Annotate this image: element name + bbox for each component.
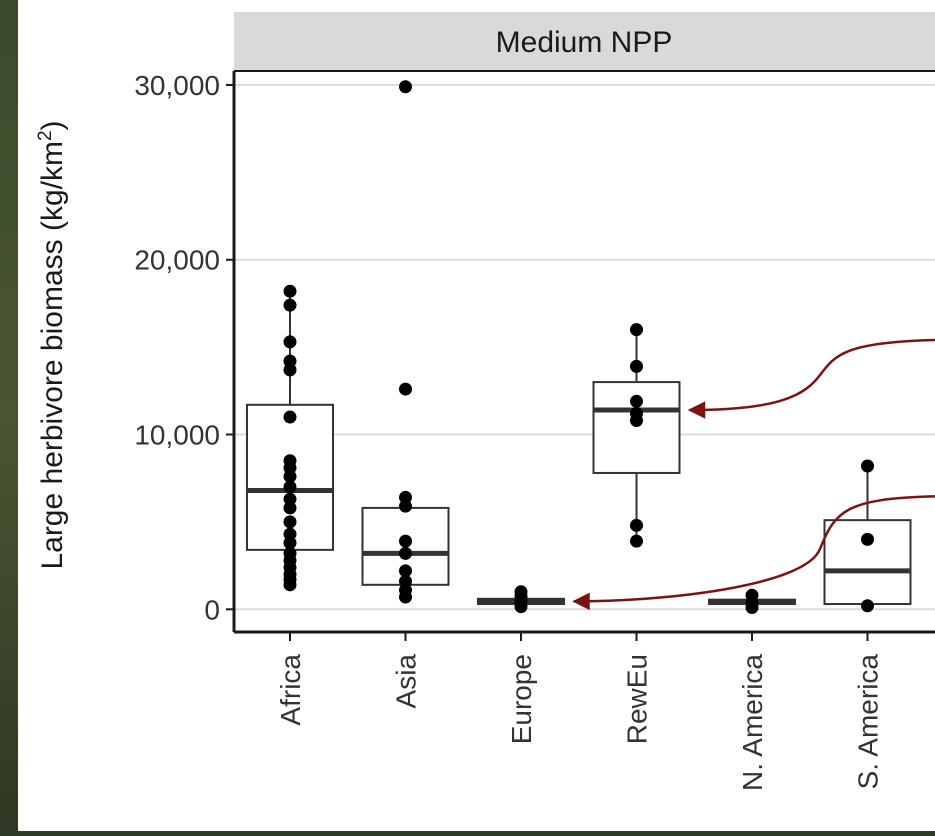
data-point [630,535,643,548]
y-axis-label-text: Large herbivore biomass (kg/km [36,141,69,570]
y-tick-label: 10,000 [134,420,220,451]
data-point [399,564,412,577]
data-point [284,335,297,348]
x-tick-label: Asia [391,654,422,709]
data-point [630,360,643,373]
data-point [861,459,874,472]
chart-panel-background [18,0,935,831]
data-point [284,285,297,298]
data-point [399,535,412,548]
data-point [861,533,874,546]
data-point [284,411,297,424]
data-point [630,395,643,408]
y-axis-label-superscript: 2 [35,130,56,141]
data-point [861,599,874,612]
data-point [284,299,297,312]
y-tick-label: 0 [204,594,220,625]
data-point [284,454,297,467]
data-point [630,323,643,336]
x-tick-label: Europe [506,654,537,744]
y-tick-label: 20,000 [134,245,220,276]
data-point [399,547,412,560]
data-point [284,528,297,541]
x-tick-label: S. America [853,654,884,790]
facet-strip-label: Medium NPP [496,26,673,59]
y-tick-label: 30,000 [134,70,220,101]
data-point [284,493,297,506]
data-point [399,491,412,504]
data-point [284,355,297,368]
data-point [399,383,412,396]
data-point [399,80,412,93]
data-point [630,519,643,532]
x-tick-label: RewEu [622,654,653,744]
x-tick-label: Africa [275,654,306,726]
data-point [284,515,297,528]
y-axis-label-close: ) [36,120,69,130]
data-point [630,407,643,420]
box-s-america [825,520,911,604]
x-tick-label: N. America [737,654,768,791]
y-axis-label: Large herbivore biomass (kg/km2) [35,120,69,569]
data-point [746,589,759,602]
data-point [515,585,528,598]
